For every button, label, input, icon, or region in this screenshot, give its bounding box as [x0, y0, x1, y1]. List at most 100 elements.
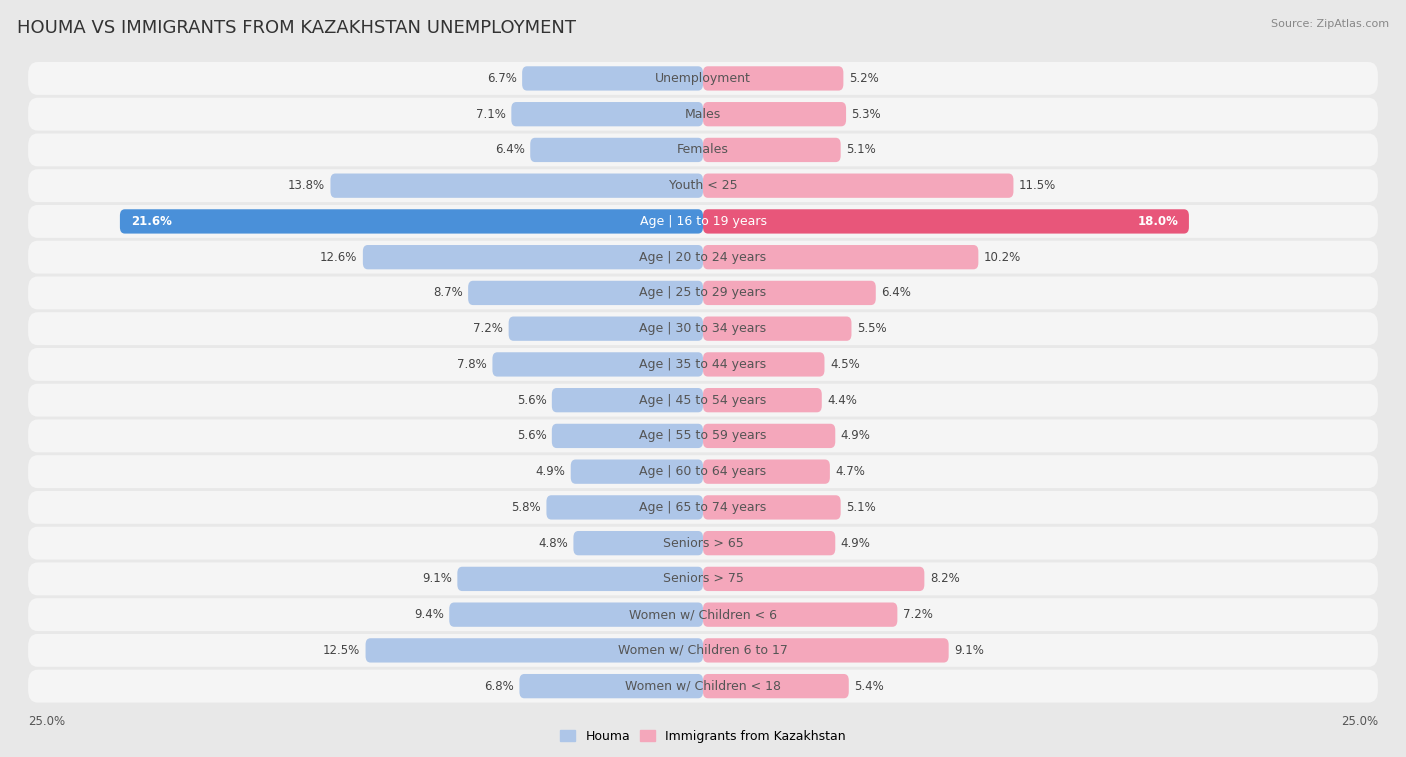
Text: 4.4%: 4.4%: [827, 394, 858, 407]
Text: Source: ZipAtlas.com: Source: ZipAtlas.com: [1271, 19, 1389, 29]
FancyBboxPatch shape: [28, 598, 1378, 631]
Text: Youth < 25: Youth < 25: [669, 179, 737, 192]
Text: 25.0%: 25.0%: [1341, 715, 1378, 727]
FancyBboxPatch shape: [703, 316, 852, 341]
FancyBboxPatch shape: [703, 674, 849, 698]
Text: Age | 35 to 44 years: Age | 35 to 44 years: [640, 358, 766, 371]
FancyBboxPatch shape: [28, 384, 1378, 416]
FancyBboxPatch shape: [547, 495, 703, 519]
FancyBboxPatch shape: [512, 102, 703, 126]
Text: 6.8%: 6.8%: [484, 680, 515, 693]
Text: 7.2%: 7.2%: [474, 322, 503, 335]
Text: 5.1%: 5.1%: [846, 501, 876, 514]
Text: Males: Males: [685, 107, 721, 120]
FancyBboxPatch shape: [28, 419, 1378, 453]
Text: 5.1%: 5.1%: [846, 143, 876, 157]
Text: 6.4%: 6.4%: [495, 143, 524, 157]
Text: 5.4%: 5.4%: [855, 680, 884, 693]
FancyBboxPatch shape: [450, 603, 703, 627]
Text: Seniors > 75: Seniors > 75: [662, 572, 744, 585]
FancyBboxPatch shape: [28, 205, 1378, 238]
FancyBboxPatch shape: [703, 209, 1189, 234]
Text: 9.1%: 9.1%: [955, 644, 984, 657]
FancyBboxPatch shape: [509, 316, 703, 341]
FancyBboxPatch shape: [492, 352, 703, 376]
FancyBboxPatch shape: [28, 62, 1378, 95]
Text: 4.7%: 4.7%: [835, 465, 865, 478]
Text: 4.8%: 4.8%: [538, 537, 568, 550]
Text: Females: Females: [678, 143, 728, 157]
Text: Age | 45 to 54 years: Age | 45 to 54 years: [640, 394, 766, 407]
Text: Women w/ Children < 6: Women w/ Children < 6: [628, 608, 778, 621]
Text: 13.8%: 13.8%: [288, 179, 325, 192]
FancyBboxPatch shape: [703, 459, 830, 484]
FancyBboxPatch shape: [28, 670, 1378, 702]
Text: 5.2%: 5.2%: [849, 72, 879, 85]
FancyBboxPatch shape: [28, 455, 1378, 488]
FancyBboxPatch shape: [703, 138, 841, 162]
Text: Age | 65 to 74 years: Age | 65 to 74 years: [640, 501, 766, 514]
Text: 5.8%: 5.8%: [512, 501, 541, 514]
FancyBboxPatch shape: [703, 638, 949, 662]
Text: 12.6%: 12.6%: [321, 251, 357, 263]
FancyBboxPatch shape: [551, 388, 703, 413]
FancyBboxPatch shape: [522, 67, 703, 91]
FancyBboxPatch shape: [703, 245, 979, 269]
Text: Seniors > 65: Seniors > 65: [662, 537, 744, 550]
Text: 5.6%: 5.6%: [516, 429, 547, 442]
FancyBboxPatch shape: [363, 245, 703, 269]
FancyBboxPatch shape: [28, 562, 1378, 595]
Text: 11.5%: 11.5%: [1019, 179, 1056, 192]
Text: 4.9%: 4.9%: [841, 537, 870, 550]
Text: Age | 16 to 19 years: Age | 16 to 19 years: [640, 215, 766, 228]
FancyBboxPatch shape: [468, 281, 703, 305]
FancyBboxPatch shape: [703, 495, 841, 519]
FancyBboxPatch shape: [28, 98, 1378, 131]
Text: 12.5%: 12.5%: [323, 644, 360, 657]
Text: Unemployment: Unemployment: [655, 72, 751, 85]
Text: Age | 55 to 59 years: Age | 55 to 59 years: [640, 429, 766, 442]
Text: 21.6%: 21.6%: [131, 215, 172, 228]
FancyBboxPatch shape: [28, 491, 1378, 524]
FancyBboxPatch shape: [703, 67, 844, 91]
FancyBboxPatch shape: [330, 173, 703, 198]
FancyBboxPatch shape: [703, 352, 824, 376]
Text: 9.1%: 9.1%: [422, 572, 451, 585]
FancyBboxPatch shape: [551, 424, 703, 448]
FancyBboxPatch shape: [530, 138, 703, 162]
Text: 4.9%: 4.9%: [841, 429, 870, 442]
Text: 8.2%: 8.2%: [929, 572, 959, 585]
FancyBboxPatch shape: [574, 531, 703, 556]
Text: Women w/ Children < 18: Women w/ Children < 18: [626, 680, 780, 693]
Text: HOUMA VS IMMIGRANTS FROM KAZAKHSTAN UNEMPLOYMENT: HOUMA VS IMMIGRANTS FROM KAZAKHSTAN UNEM…: [17, 19, 576, 37]
FancyBboxPatch shape: [519, 674, 703, 698]
Text: 5.5%: 5.5%: [856, 322, 887, 335]
Text: Age | 20 to 24 years: Age | 20 to 24 years: [640, 251, 766, 263]
FancyBboxPatch shape: [28, 170, 1378, 202]
Text: 9.4%: 9.4%: [413, 608, 444, 621]
Text: 7.2%: 7.2%: [903, 608, 932, 621]
FancyBboxPatch shape: [457, 567, 703, 591]
FancyBboxPatch shape: [120, 209, 703, 234]
Text: 6.7%: 6.7%: [486, 72, 517, 85]
Text: Age | 60 to 64 years: Age | 60 to 64 years: [640, 465, 766, 478]
Text: 5.6%: 5.6%: [516, 394, 547, 407]
FancyBboxPatch shape: [28, 276, 1378, 310]
Text: 25.0%: 25.0%: [28, 715, 65, 727]
FancyBboxPatch shape: [703, 102, 846, 126]
Legend: Houma, Immigrants from Kazakhstan: Houma, Immigrants from Kazakhstan: [561, 730, 845, 743]
Text: Age | 25 to 29 years: Age | 25 to 29 years: [640, 286, 766, 300]
Text: Women w/ Children 6 to 17: Women w/ Children 6 to 17: [619, 644, 787, 657]
FancyBboxPatch shape: [571, 459, 703, 484]
FancyBboxPatch shape: [703, 173, 1014, 198]
FancyBboxPatch shape: [703, 388, 821, 413]
FancyBboxPatch shape: [28, 312, 1378, 345]
FancyBboxPatch shape: [28, 527, 1378, 559]
FancyBboxPatch shape: [28, 133, 1378, 167]
FancyBboxPatch shape: [366, 638, 703, 662]
FancyBboxPatch shape: [703, 424, 835, 448]
FancyBboxPatch shape: [28, 241, 1378, 273]
FancyBboxPatch shape: [703, 567, 924, 591]
Text: 5.3%: 5.3%: [852, 107, 882, 120]
Text: 10.2%: 10.2%: [984, 251, 1021, 263]
